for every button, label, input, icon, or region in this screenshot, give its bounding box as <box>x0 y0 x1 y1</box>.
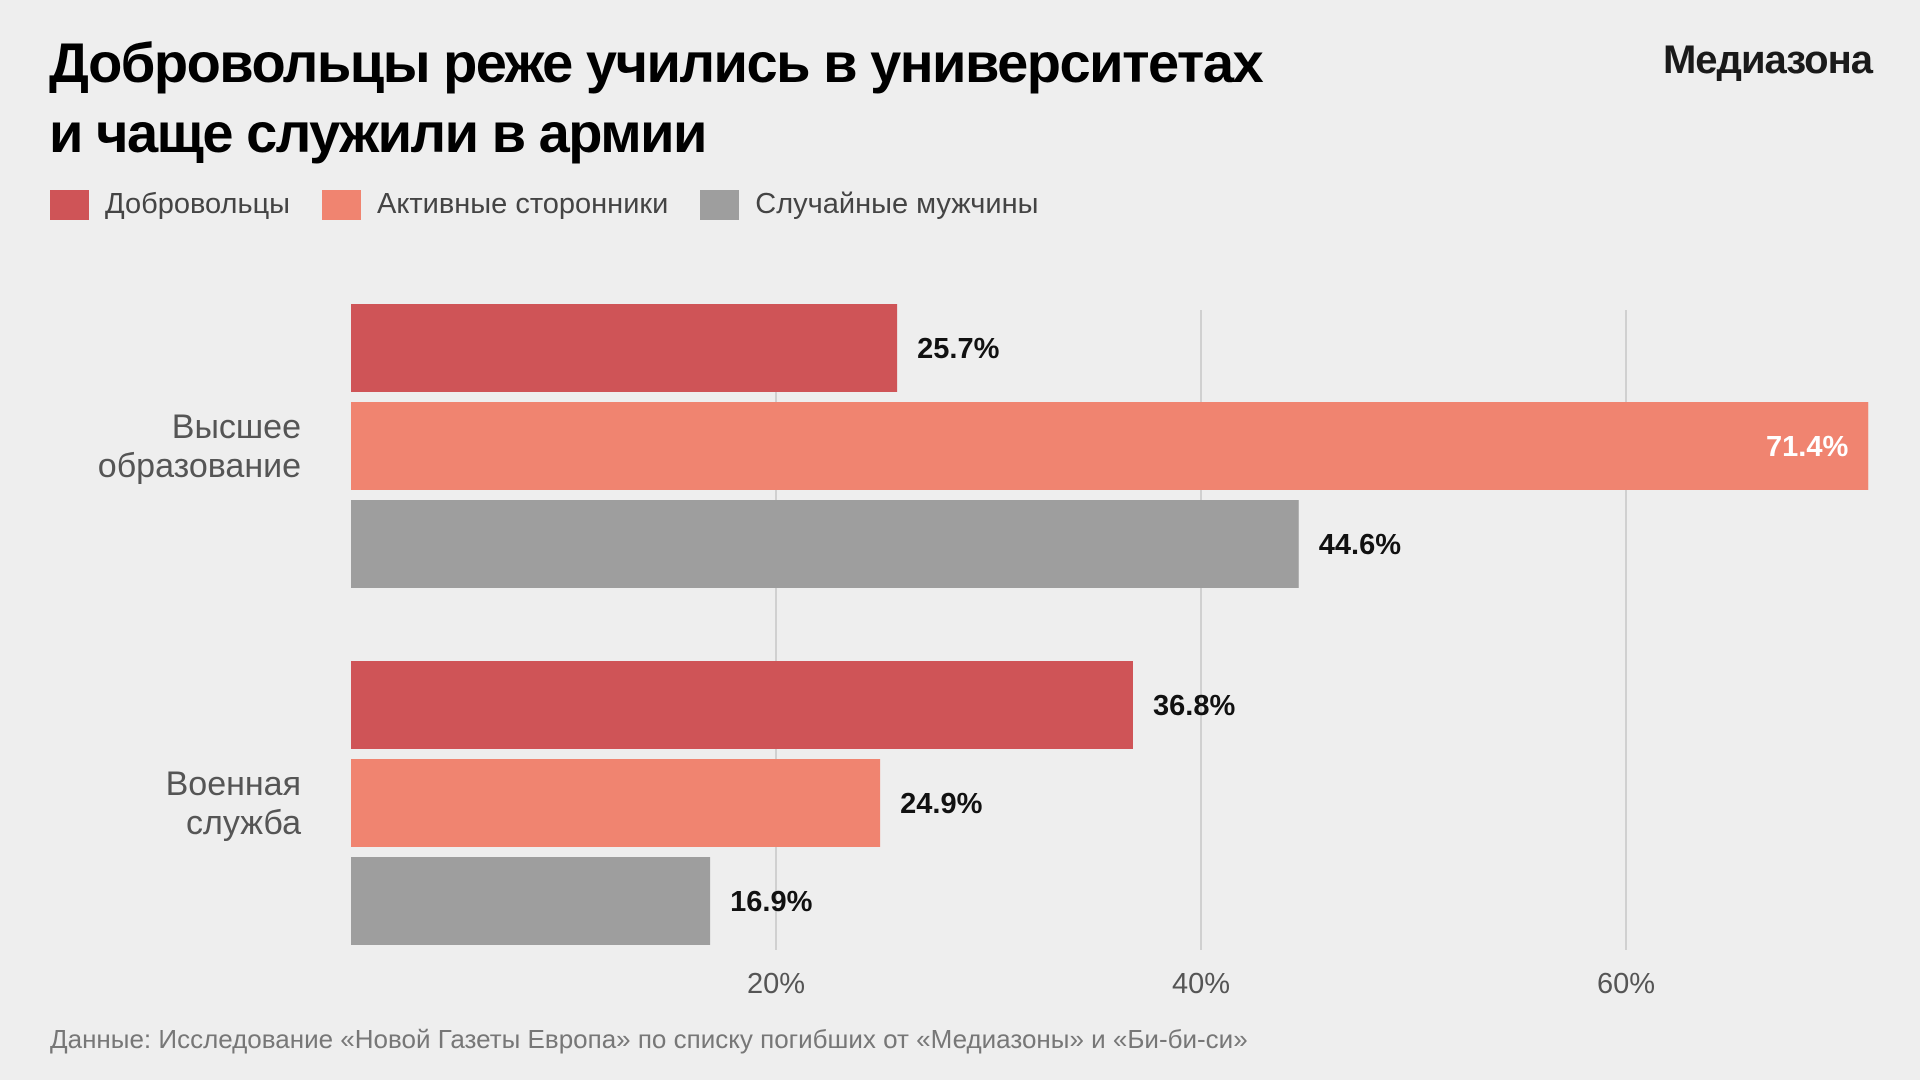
bar <box>351 500 1299 588</box>
title-line-2: и чаще служили в армии <box>49 101 707 164</box>
source-note: Данные: Исследование «Новой Газеты Европ… <box>50 1024 1248 1054</box>
value-label: 44.6% <box>1319 529 1401 561</box>
legend: Добровольцы Активные сторонники Случайные … <box>50 188 1070 221</box>
legend-swatch <box>50 189 89 220</box>
x-tick-label: 60% <box>1597 968 1655 1000</box>
legend-item: Добровольцы <box>50 188 290 221</box>
legend-label: Активные сторонники <box>377 188 669 220</box>
value-label: 71.4% <box>1766 431 1848 463</box>
x-tick-label: 40% <box>1172 968 1230 1000</box>
category-label: служба <box>186 804 301 842</box>
category-label: образование <box>98 447 301 485</box>
mediazona-logo: Медиазона <box>1662 38 1873 82</box>
bar <box>351 759 881 847</box>
bar <box>351 661 1133 749</box>
legend-item: Активные сторонники <box>322 188 668 221</box>
legend-swatch <box>322 189 362 220</box>
bar <box>351 402 1869 490</box>
value-label: 36.8% <box>1153 690 1235 722</box>
category-label: Военная <box>166 765 301 803</box>
bar <box>351 304 898 392</box>
legend-label: Случайные мужчины <box>755 188 1039 220</box>
bar <box>351 857 711 945</box>
legend-label: Добровольцы <box>105 188 291 220</box>
legend-swatch <box>700 189 740 220</box>
value-label: 25.7% <box>917 333 999 365</box>
x-tick-label: 20% <box>747 968 805 1000</box>
title-line-1: Добровольцы реже учились в университетах <box>49 31 1264 94</box>
legend-item: Случайные мужчины <box>700 188 1038 221</box>
value-label: 24.9% <box>900 788 982 820</box>
category-label: Высшее <box>172 408 301 446</box>
value-label: 16.9% <box>730 886 812 918</box>
chart-title: Добровольцы реже учились в университетах… <box>49 28 1449 168</box>
